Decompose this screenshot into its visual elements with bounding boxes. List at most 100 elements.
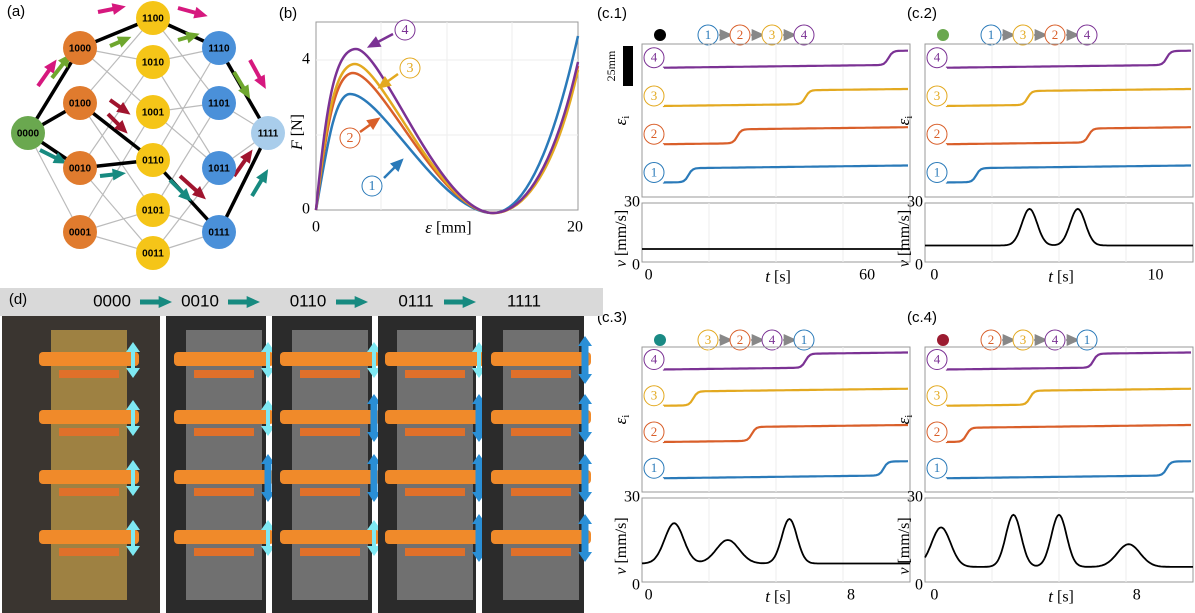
- sequence-label: 4: [769, 332, 776, 347]
- state-label: 0001: [69, 228, 92, 239]
- strain-trace: [662, 49, 908, 69]
- arrow-head: [116, 36, 132, 48]
- t-tick-label: 8: [847, 587, 855, 604]
- cyan-arrow-head: [367, 492, 381, 502]
- arrow-head: [719, 29, 733, 41]
- t-tick-label: 0: [645, 267, 653, 284]
- orange-link: [39, 352, 139, 366]
- cyan-arrow-head: [578, 492, 592, 502]
- state-label: 1010: [142, 58, 165, 69]
- strain-trace: [662, 126, 908, 146]
- curve-label: 2: [347, 131, 354, 146]
- row-marker: [926, 161, 948, 183]
- sequence-label: 1: [705, 27, 712, 42]
- time-unit: [s]: [1057, 269, 1074, 286]
- arrow-head: [1066, 334, 1080, 346]
- orange-link: [385, 530, 485, 544]
- orange-link: [174, 352, 274, 366]
- force-curve: [314, 35, 580, 215]
- curve-label: 3: [407, 61, 414, 76]
- arrow-head: [1034, 334, 1048, 346]
- cyan-arrow-head: [126, 546, 140, 556]
- state-node: [63, 215, 97, 249]
- strain-label: εi: [894, 415, 915, 425]
- state-node: [136, 193, 170, 227]
- sequence-marker: [697, 24, 719, 46]
- row-label: 1: [934, 460, 941, 475]
- y-axis-label: F [N]: [289, 114, 306, 151]
- sequence-label: 2: [988, 332, 995, 347]
- orange-link: [405, 488, 465, 496]
- arrow-head: [1002, 29, 1016, 41]
- sequence-label: 3: [705, 332, 712, 347]
- orange-link: [59, 370, 119, 378]
- strain-trace: [662, 351, 908, 371]
- cyan-arrow-head: [578, 552, 592, 562]
- cyan-arrow-head: [261, 400, 275, 410]
- arrow-head: [390, 158, 404, 172]
- sequence-dot: [937, 29, 949, 41]
- strain-subscript: i: [903, 415, 915, 418]
- sequence-marker: [980, 24, 1002, 46]
- y-tick-label: 4: [302, 51, 310, 68]
- orange-link: [174, 410, 274, 424]
- state-node: [136, 45, 170, 79]
- cyan-arrow-head: [367, 342, 381, 352]
- state-label: 0111: [398, 291, 433, 310]
- state-node: [63, 86, 97, 120]
- state-label: 1111: [258, 129, 279, 140]
- row-marker: [643, 457, 665, 479]
- state-label: 0011: [142, 249, 164, 260]
- cyan-arrow-head: [367, 432, 381, 442]
- orange-link: [300, 428, 360, 436]
- state-node: [63, 31, 97, 65]
- panel-label: (c.1): [597, 5, 627, 22]
- row-marker: [643, 123, 665, 145]
- sequence-label: 3: [769, 27, 776, 42]
- v-tick-label: 0: [632, 257, 640, 274]
- arrow-head: [719, 334, 733, 346]
- orange-link: [511, 428, 571, 436]
- state-label: 0101: [142, 206, 165, 217]
- curve-marker: [399, 57, 421, 79]
- cyan-arrow-head: [367, 546, 381, 556]
- strain-trace: [662, 87, 908, 108]
- row-label: 4: [934, 50, 941, 65]
- strain-symbol: ε: [894, 417, 913, 424]
- orange-link: [300, 488, 360, 496]
- sequence-marker: [1076, 329, 1098, 351]
- strain-trace: [945, 164, 1191, 184]
- orange-link: [491, 470, 591, 484]
- t-tick-label: 0: [645, 587, 653, 604]
- curve-label: 1: [369, 179, 376, 194]
- velocity-label: v [mm/s]: [613, 517, 630, 574]
- orange-link: [405, 548, 465, 556]
- strain-trace: [945, 387, 1192, 407]
- graph-edge: [79, 167, 154, 254]
- sequence-marker: [793, 329, 815, 351]
- time-label: t: [1048, 267, 1054, 286]
- state-label: 1000: [69, 44, 92, 55]
- graph-edge: [152, 61, 220, 169]
- strain-trace: [945, 460, 1192, 480]
- strain-subscript: i: [620, 415, 632, 418]
- cyan-arrow-head: [261, 520, 275, 530]
- arrow-head: [158, 296, 172, 308]
- cyan-arrow-head: [126, 400, 140, 410]
- sequence-marker: [729, 329, 751, 351]
- row-marker: [926, 123, 948, 145]
- t-tick-label: 0: [930, 267, 938, 284]
- sequence-marker: [761, 24, 783, 46]
- row-marker: [926, 457, 948, 479]
- cyan-arrow-head: [578, 374, 592, 384]
- state-node: [202, 86, 236, 120]
- row-label: 3: [934, 88, 941, 103]
- row-label: 1: [651, 164, 658, 179]
- cyan-arrow-head: [367, 520, 381, 530]
- orange-link: [280, 352, 380, 366]
- state-label: 1110: [208, 44, 230, 55]
- state-label: 1100: [142, 14, 164, 25]
- row-label: 4: [651, 351, 658, 366]
- x-axis-label: ε: [425, 218, 432, 237]
- state-node: [136, 95, 170, 129]
